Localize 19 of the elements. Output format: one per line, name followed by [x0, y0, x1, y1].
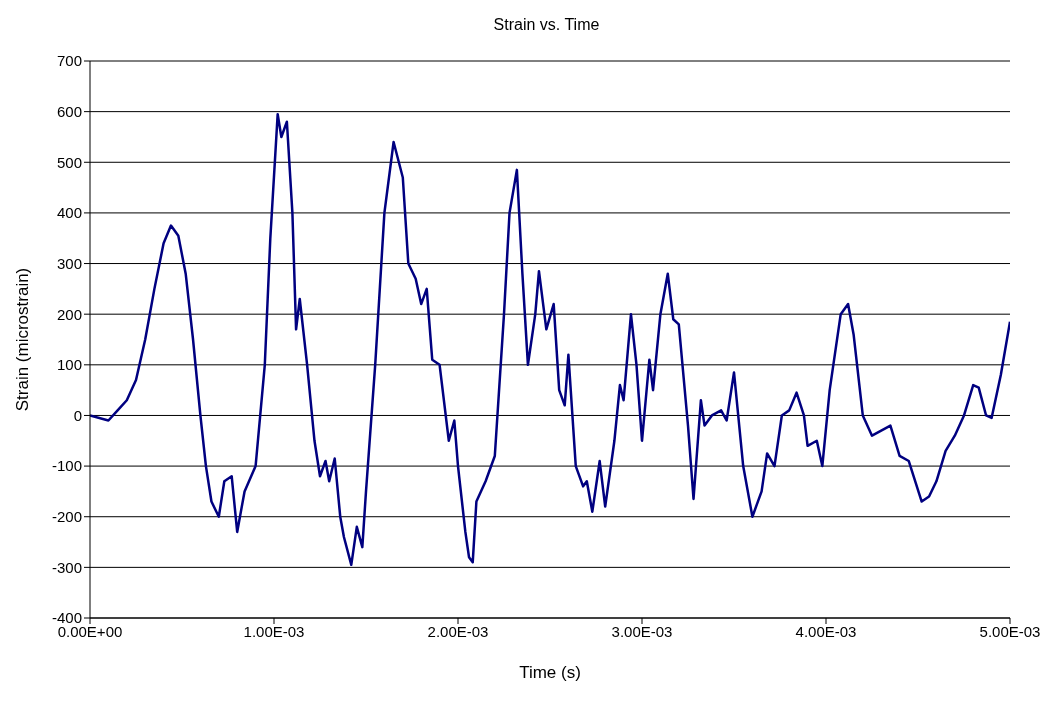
y-tick-label: -200	[51, 508, 82, 526]
y-tick-label: 300	[56, 254, 82, 272]
y-tick-label: -100	[51, 457, 82, 475]
x-tick-label: 1.00E-03	[243, 622, 305, 640]
y-axis-title: Strain (microstrain)	[13, 267, 33, 412]
y-tick-label: 400	[56, 204, 82, 222]
y-tick-label: 600	[56, 102, 82, 120]
x-tick-label: 3.00E-03	[611, 622, 673, 640]
y-tick-label: 500	[56, 153, 82, 171]
y-tick-label: 700	[56, 52, 82, 70]
y-tick-label: 0	[73, 406, 82, 424]
x-axis-title: Time (s)	[519, 663, 581, 682]
x-tick-label: 4.00E-03	[795, 622, 857, 640]
chart-title: Strain vs. Time	[492, 16, 601, 34]
y-tick-label: 200	[56, 305, 82, 323]
x-tick-label: 5.00E-03	[979, 622, 1041, 640]
x-tick-label: 2.00E-03	[427, 622, 489, 640]
y-tick-label: -300	[51, 558, 82, 576]
y-tick-label: 100	[56, 356, 82, 374]
